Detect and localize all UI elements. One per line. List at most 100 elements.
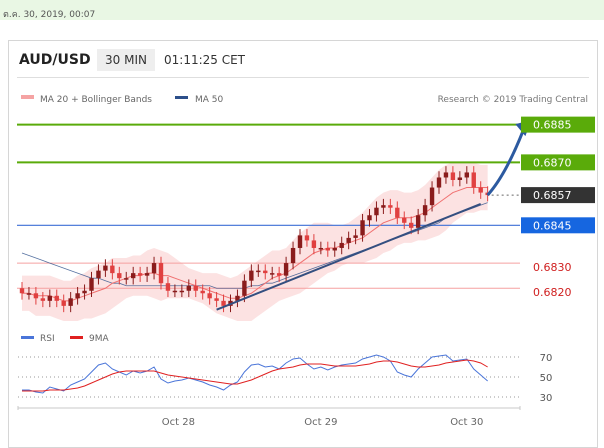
x-tick-label: Oct 28: [162, 417, 195, 428]
rsi-line: [22, 354, 488, 394]
candle-body: [276, 273, 282, 276]
timeframe-badge: 30 MIN: [97, 49, 155, 71]
candle-body: [137, 273, 143, 276]
candle-body: [19, 288, 25, 294]
candle-body: [457, 177, 463, 180]
ma50-line: [21, 202, 488, 289]
candle-body: [40, 298, 46, 301]
candle-body: [144, 273, 150, 276]
header-divider: [17, 77, 589, 78]
candle-body: [318, 247, 324, 250]
candle-body: [415, 215, 421, 228]
level-tag-label: 0.6845: [533, 219, 572, 232]
candle-body: [117, 273, 122, 279]
candle-body: [381, 205, 386, 208]
candle-body: [290, 247, 296, 264]
level-tag-resistance-2: 0.6885: [521, 116, 595, 133]
candle-body: [436, 177, 442, 188]
credit-label: Research © 2019 Trading Central: [438, 95, 588, 105]
candle-body: [346, 237, 351, 243]
clock-time: 01:11:25 CET: [164, 53, 245, 67]
candle-body: [443, 172, 449, 178]
candle-body: [200, 290, 205, 294]
candle-body: [409, 222, 414, 228]
candle-body: [47, 295, 52, 301]
date-text: ต.ค. 30, 2019, 00:07: [3, 10, 96, 20]
candle-body: [131, 273, 136, 279]
candle-body: [68, 298, 73, 306]
rsi-level-label: 30: [540, 393, 553, 404]
candle-body: [360, 220, 365, 236]
candle-body: [339, 242, 344, 248]
rsi-layer: [18, 354, 520, 398]
candle-body: [165, 283, 171, 291]
candle-body: [402, 217, 407, 223]
level-lines-layer: [17, 123, 520, 289]
level-tag-label: 0.6857: [533, 189, 572, 202]
candle-body: [242, 280, 247, 296]
candle-body: [179, 290, 185, 293]
bollinger-band-area: [22, 162, 488, 321]
candle-body: [221, 300, 226, 306]
level-tag-box: [521, 217, 595, 234]
candles-layer: [19, 166, 490, 313]
candle-body: [214, 298, 219, 301]
candle-body: [429, 187, 435, 206]
projection-arrow: [486, 129, 525, 197]
rsi-ma-line: [22, 359, 488, 392]
level-tag-box: [521, 154, 595, 171]
candle-body: [89, 278, 94, 291]
level-tag-support-2: 0.6820: [533, 286, 572, 299]
candle-body: [374, 207, 379, 216]
candle-body: [395, 207, 400, 218]
candle-body: [270, 273, 275, 275]
x-tick-label: Oct 30: [450, 417, 483, 428]
date-bar: ต.ค. 30, 2019, 00:07: [0, 0, 604, 20]
level-tag-label: 0.6870: [533, 156, 572, 169]
candle-body: [325, 247, 330, 251]
candle-body: [353, 235, 358, 238]
level-tag-resistance-1: 0.6870: [521, 154, 595, 171]
uptrend-line: [216, 202, 482, 311]
candle-body: [367, 215, 372, 221]
candle-body: [471, 172, 476, 188]
candle-body: [464, 172, 469, 178]
candle-body: [82, 290, 87, 294]
candle-body: [478, 187, 483, 193]
candle-body: [61, 300, 66, 306]
candle-body: [263, 270, 268, 274]
candle-body: [103, 265, 108, 271]
level-tag-box: [521, 187, 595, 204]
candle-body: [304, 235, 310, 241]
candle-body: [33, 293, 39, 299]
candle-body: [26, 293, 32, 295]
level-tag-support-1: 0.6830: [533, 261, 572, 274]
candle-body: [249, 270, 254, 281]
candle-body: [151, 263, 157, 274]
level-tag-pivot: 0.6845: [521, 217, 595, 234]
level-tag-last-price: 0.6857: [521, 187, 595, 204]
candle-body: [207, 293, 212, 299]
candle-body: [75, 293, 80, 299]
ma50-legend-label: MA 50: [195, 95, 224, 105]
candle-body: [110, 265, 115, 274]
candle-body: [297, 235, 303, 248]
ma20-line: [22, 187, 488, 302]
instrument-title: AUD/USD: [19, 52, 91, 68]
candle-body: [311, 240, 317, 248]
candle-body: [172, 290, 178, 293]
moving-averages-layer: [21, 187, 488, 302]
rsi-level-label: 70: [540, 353, 553, 364]
rsi-level-label: 50: [540, 373, 553, 384]
bollinger-bands-layer: [22, 162, 488, 321]
level-tag-box: [521, 116, 595, 133]
level-tag-label: 0.6820: [533, 286, 572, 299]
rsi-legend-label: RSI: [40, 334, 55, 344]
x-tick-label: Oct 29: [304, 417, 337, 428]
candle-body: [96, 270, 101, 279]
ma50-legend-swatch: [175, 96, 188, 99]
candle-body: [450, 172, 456, 180]
ma20-legend-label: MA 20 + Bollinger Bands: [40, 95, 152, 105]
candle-body: [422, 205, 428, 216]
